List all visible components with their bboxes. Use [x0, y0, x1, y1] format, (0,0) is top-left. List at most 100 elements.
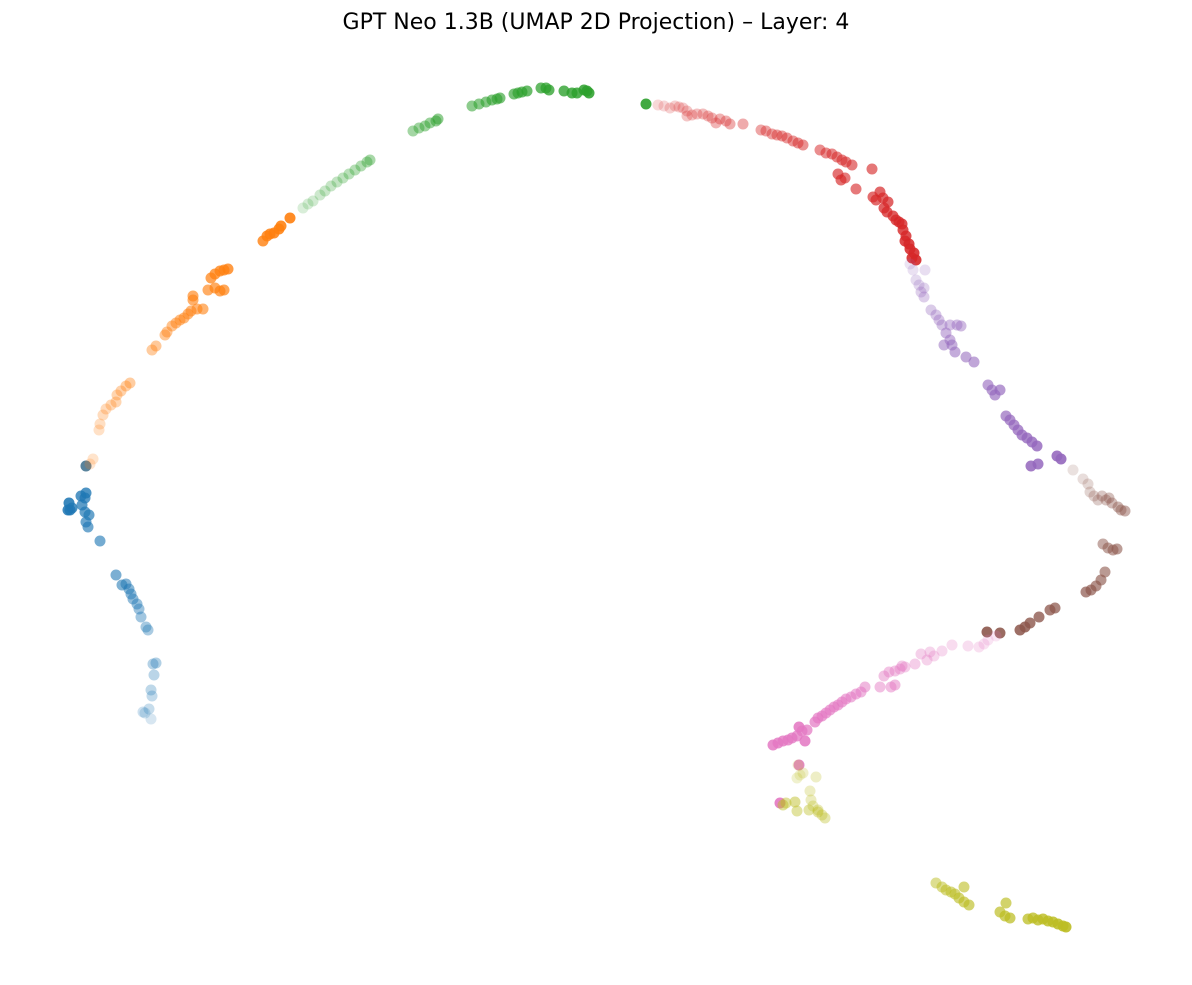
data-point: [80, 460, 92, 472]
data-point: [325, 180, 337, 192]
data-point: [819, 812, 831, 824]
data-point: [866, 163, 878, 175]
series-5: [981, 464, 1131, 639]
data-point: [63, 497, 75, 509]
data-point: [355, 160, 367, 172]
data-point: [1044, 604, 1056, 616]
data-point: [307, 195, 319, 207]
data-point: [809, 716, 821, 728]
data-point: [1096, 490, 1108, 502]
data-point: [994, 384, 1006, 396]
data-point: [968, 356, 980, 368]
data-point: [794, 769, 806, 781]
series-6: [767, 630, 1002, 809]
data-point: [918, 282, 930, 294]
data-point: [115, 385, 127, 397]
data-point: [686, 109, 698, 121]
data-point: [111, 389, 123, 401]
data-point: [789, 796, 801, 808]
data-point: [1025, 460, 1037, 472]
data-point: [799, 735, 811, 747]
data-point: [776, 130, 788, 142]
data-point: [691, 108, 703, 120]
data-point: [797, 767, 809, 779]
data-point: [147, 658, 159, 670]
data-point: [938, 339, 950, 351]
data-point: [925, 304, 937, 316]
data-point: [1092, 494, 1104, 506]
data-point: [146, 690, 158, 702]
data-point: [915, 648, 927, 660]
data-point: [131, 598, 143, 610]
data-point: [835, 174, 847, 186]
data-point: [978, 638, 990, 650]
data-point: [80, 487, 92, 499]
data-point: [197, 303, 209, 315]
data-point: [150, 340, 162, 352]
series-4: [904, 258, 1067, 472]
data-point: [910, 254, 922, 266]
data-point: [946, 639, 958, 651]
data-point: [720, 115, 732, 127]
data-point: [1088, 490, 1100, 502]
data-point: [432, 113, 444, 125]
data-point: [100, 403, 112, 415]
data-point: [681, 110, 693, 122]
data-point: [960, 351, 972, 363]
data-point: [803, 804, 815, 816]
data-point: [140, 621, 152, 633]
data-point: [521, 85, 533, 97]
data-point: [1106, 497, 1118, 509]
data-point: [994, 627, 1006, 639]
data-point: [337, 172, 349, 184]
data-point: [874, 681, 886, 693]
data-point: [797, 139, 809, 151]
data-point: [812, 806, 824, 818]
data-point: [1014, 624, 1026, 636]
data-point: [1112, 501, 1124, 513]
data-point: [1080, 586, 1092, 598]
data-point: [755, 124, 767, 136]
data-point: [792, 759, 804, 771]
data-point: [146, 344, 158, 356]
data-point: [791, 805, 803, 817]
data-point: [951, 319, 963, 331]
data-point: [955, 320, 967, 332]
data-point: [159, 329, 171, 341]
data-point: [652, 99, 664, 111]
data-point: [105, 399, 117, 411]
data-point: [640, 98, 652, 110]
data-point: [949, 346, 961, 358]
data-point: [1082, 478, 1094, 490]
data-point: [1055, 453, 1067, 465]
data-point: [583, 87, 595, 99]
data-point: [936, 319, 948, 331]
series-0: [62, 460, 162, 725]
data-point: [148, 669, 160, 681]
data-point: [658, 100, 670, 112]
data-point: [673, 101, 685, 113]
data-point: [364, 154, 376, 166]
data-point: [812, 804, 824, 816]
data-point: [137, 706, 149, 718]
data-point: [846, 159, 858, 171]
data-point: [907, 264, 919, 276]
data-point: [940, 327, 952, 339]
series-2: [297, 82, 652, 214]
data-point: [145, 713, 157, 725]
data-point: [284, 212, 296, 224]
data-point: [780, 797, 792, 809]
data-point: [135, 611, 147, 623]
data-point: [915, 286, 927, 298]
data-point: [702, 110, 714, 122]
chart-title: GPT Neo 1.3B (UMAP 2D Projection) – Laye…: [342, 10, 850, 35]
data-point: [133, 603, 145, 615]
data-point: [494, 92, 506, 104]
data-point: [805, 794, 817, 806]
data-point: [84, 458, 96, 470]
data-point: [714, 113, 726, 125]
data-point: [187, 290, 199, 302]
data-point: [1060, 921, 1072, 933]
data-point: [807, 800, 819, 812]
data-point: [142, 624, 154, 636]
